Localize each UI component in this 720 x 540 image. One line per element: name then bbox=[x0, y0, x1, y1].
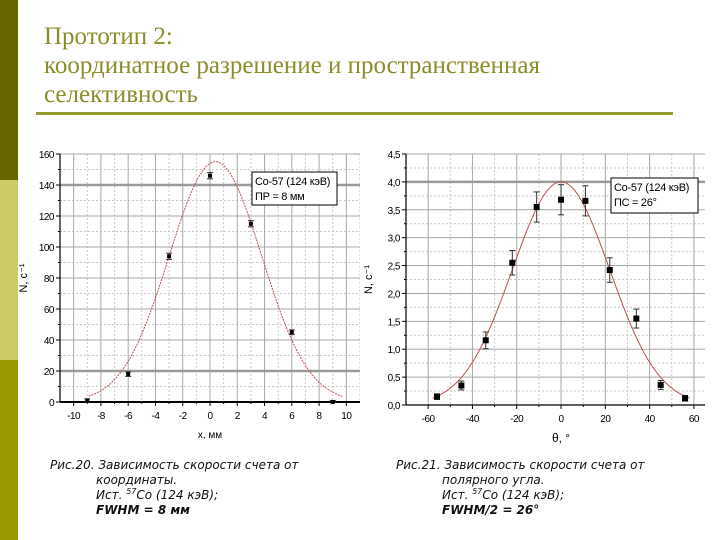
svg-text:0: 0 bbox=[559, 414, 565, 425]
svg-text:80: 80 bbox=[44, 274, 55, 285]
svg-text:60: 60 bbox=[689, 414, 700, 425]
slide-sidebar-accent bbox=[0, 0, 18, 540]
svg-text:ПС = 26°: ПС = 26° bbox=[614, 197, 657, 209]
data-points bbox=[84, 172, 336, 404]
legend-box: Co-57 (124 кэВ) ПР = 8 мм bbox=[251, 171, 338, 206]
svg-text:8: 8 bbox=[317, 411, 323, 422]
chart-coordinate-resolution: 0 20 40 60 80 100 120 140 160 -10 -8 -6 -4 -2 0 2 4 6 8 10 x… bbox=[15, 140, 360, 445]
gaussian-fit-curve bbox=[432, 181, 690, 399]
title-line-3: селективность bbox=[44, 81, 198, 108]
svg-text:0: 0 bbox=[49, 398, 55, 409]
svg-text:40: 40 bbox=[44, 336, 55, 347]
svg-text:10: 10 bbox=[341, 411, 352, 422]
svg-text:Co-57 (124 кэВ): Co-57 (124 кэВ) bbox=[255, 176, 330, 188]
x-axis-label: x, мм bbox=[198, 430, 222, 441]
svg-text:0: 0 bbox=[207, 411, 213, 422]
svg-text:40: 40 bbox=[645, 414, 656, 425]
svg-text:3,5: 3,5 bbox=[388, 206, 401, 217]
y-axis-label: N, c⁻¹ bbox=[18, 263, 30, 292]
svg-text:20: 20 bbox=[44, 367, 55, 378]
svg-text:4: 4 bbox=[262, 411, 268, 422]
sidebar-segment-middle bbox=[0, 180, 18, 360]
caption-20-line-3: Ист. 57Co (124 кэВ); bbox=[96, 487, 219, 503]
svg-text:0,5: 0,5 bbox=[388, 373, 401, 384]
svg-text:4,5: 4,5 bbox=[388, 150, 401, 161]
caption-21-line-3: Ист. 57Co (124 кэВ); bbox=[442, 487, 565, 503]
svg-text:-20: -20 bbox=[510, 414, 524, 425]
svg-text:0,0: 0,0 bbox=[388, 401, 401, 412]
data-points bbox=[434, 184, 689, 402]
svg-text:-40: -40 bbox=[466, 414, 480, 425]
caption-21-line-1: Рис.21. Зависимость скорости счета от bbox=[396, 458, 645, 472]
caption-20-fwhm: FWHM = 8 мм bbox=[96, 503, 190, 517]
chart-spatial-selectivity: 0,0 0,5 1,0 1,5 2,0 2,5 3,0 3,5 4,0 4,5 -60 -40 -20 0… bbox=[360, 140, 705, 450]
svg-text:ПР = 8 мм: ПР = 8 мм bbox=[255, 191, 304, 203]
title-line-1: Прототип 2: bbox=[44, 23, 173, 50]
y-axis-label: N, c⁻¹ bbox=[363, 265, 375, 294]
svg-text:120: 120 bbox=[39, 212, 55, 223]
caption-20-line-1: Рис.20. Зависимость скорости счета от bbox=[50, 458, 299, 472]
svg-text:100: 100 bbox=[39, 243, 55, 254]
caption-21-line-2: полярного угла. bbox=[442, 473, 545, 487]
svg-text:60: 60 bbox=[44, 305, 55, 316]
legend-box: Co-57 (124 кэВ) ПС = 26° bbox=[610, 177, 699, 214]
svg-text:-10: -10 bbox=[67, 411, 81, 422]
svg-text:4,0: 4,0 bbox=[388, 178, 401, 189]
svg-text:-2: -2 bbox=[179, 411, 188, 422]
axes: 0 20 40 60 80 100 120 140 160 -10 -8 -6 -4 -2 0 2 4 6 8 10 bbox=[39, 150, 360, 422]
svg-text:-8: -8 bbox=[97, 411, 106, 422]
svg-text:2,5: 2,5 bbox=[388, 262, 401, 273]
axes: 0,0 0,5 1,0 1,5 2,0 2,5 3,0 3,5 4,0 4,5 -60 -40 -20 0… bbox=[388, 150, 705, 425]
svg-text:1,0: 1,0 bbox=[388, 345, 401, 356]
svg-text:140: 140 bbox=[39, 181, 55, 192]
sidebar-segment-top bbox=[0, 0, 18, 180]
svg-text:160: 160 bbox=[39, 150, 55, 161]
svg-text:1,5: 1,5 bbox=[388, 317, 401, 328]
title-line-2: координатное разрешение и пространственн… bbox=[44, 52, 541, 79]
slide-title: Прототип 2: координатное разрешение и пр… bbox=[44, 22, 684, 109]
svg-text:Co-57 (124 кэВ): Co-57 (124 кэВ) bbox=[614, 182, 689, 194]
caption-21-fwhm: FWHM/2 = 26° bbox=[442, 503, 540, 517]
caption-figure-21: Рис.21. Зависимость скорости счета от по… bbox=[396, 458, 644, 518]
title-underline bbox=[36, 112, 673, 115]
svg-text:2: 2 bbox=[235, 411, 241, 422]
x-axis-label: θ, ° bbox=[552, 431, 570, 445]
caption-figure-20: Рис.20. Зависимость скорости счета от ко… bbox=[50, 458, 298, 518]
svg-text:-4: -4 bbox=[152, 411, 161, 422]
svg-text:20: 20 bbox=[600, 414, 611, 425]
svg-text:-60: -60 bbox=[422, 414, 436, 425]
svg-text:6: 6 bbox=[289, 411, 295, 422]
svg-text:2,0: 2,0 bbox=[388, 289, 401, 300]
caption-20-line-2: координаты. bbox=[96, 473, 178, 487]
sidebar-segment-bottom bbox=[0, 360, 18, 540]
svg-text:3,0: 3,0 bbox=[388, 234, 401, 245]
svg-text:-6: -6 bbox=[124, 411, 133, 422]
